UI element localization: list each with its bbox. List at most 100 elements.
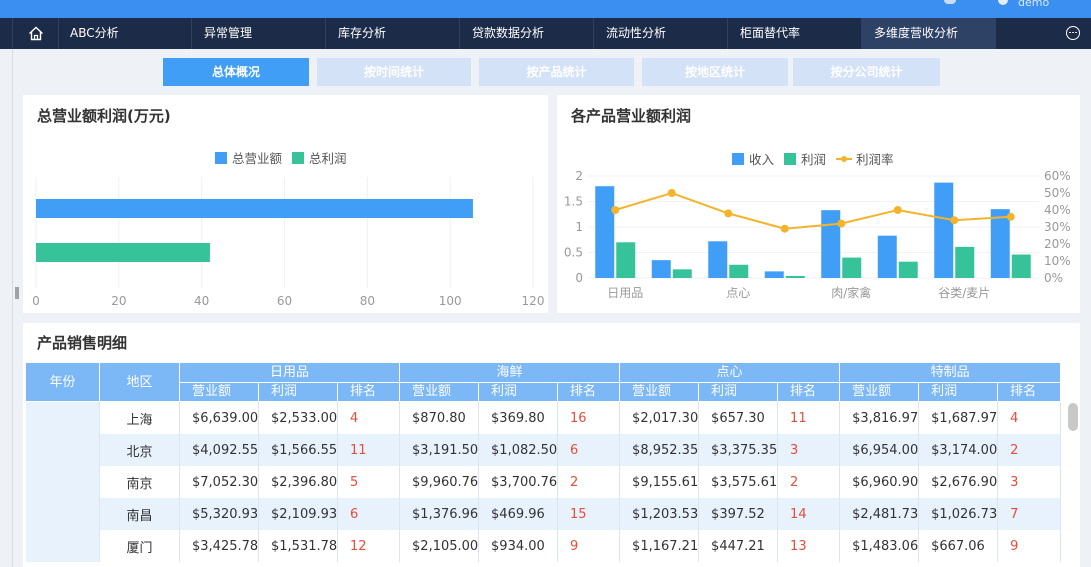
margin-point[interactable] bbox=[837, 219, 846, 228]
y2-tick-label: 10% bbox=[1044, 254, 1071, 268]
rank-cell: 7 bbox=[997, 498, 1062, 530]
header-subcol[interactable]: 利润 bbox=[478, 381, 559, 402]
revenue-cell: $6,960.90 bbox=[839, 466, 920, 498]
legend-item-profit[interactable]: 利润 bbox=[784, 149, 826, 168]
profit-cell: $1,531.78 bbox=[258, 530, 338, 562]
subtab-2[interactable]: 按产品统计 bbox=[479, 58, 634, 86]
header-subcol[interactable]: 排名 bbox=[557, 381, 621, 402]
rank-cell: 9 bbox=[557, 530, 621, 562]
income-bar[interactable] bbox=[934, 182, 954, 278]
margin-point[interactable] bbox=[780, 224, 789, 233]
table-row[interactable]: 南昌 $5,320.93 $2,109.93 6 $1,376.96 $469.96 15 $… bbox=[26, 498, 1062, 530]
rank-cell: 9 bbox=[997, 530, 1062, 562]
income-bar[interactable] bbox=[708, 241, 728, 278]
drag-handle-icon[interactable] bbox=[15, 287, 19, 299]
income-bar[interactable] bbox=[651, 260, 671, 278]
profit-bar[interactable] bbox=[898, 261, 918, 278]
legend-label: 收入 bbox=[749, 152, 775, 167]
revenue-cell: $5,320.93 bbox=[179, 498, 259, 530]
profit-bar[interactable] bbox=[616, 242, 636, 278]
profit-bar[interactable] bbox=[729, 264, 749, 278]
subtab-1[interactable]: 按时间统计 bbox=[317, 58, 471, 86]
user-menu[interactable]: demo bbox=[998, 0, 1049, 8]
rank-cell: 5 bbox=[337, 466, 401, 498]
subtab-0[interactable]: 总体概况 bbox=[163, 58, 309, 86]
header-region: 地区 bbox=[99, 362, 180, 402]
header-group: 点心 bbox=[619, 362, 841, 383]
header-group: 海鲜 bbox=[399, 362, 621, 383]
income-bar[interactable] bbox=[877, 235, 897, 278]
y2-tick-label: 30% bbox=[1044, 220, 1071, 234]
x-tick-label: 100 bbox=[439, 294, 462, 308]
margin-point[interactable] bbox=[724, 209, 733, 218]
profit-bar[interactable] bbox=[672, 269, 692, 278]
y2-tick-label: 40% bbox=[1044, 203, 1071, 217]
table-row[interactable]: 北京 $4,092.55 $1,566.55 11 $3,191.50 $1,082.50… bbox=[26, 434, 1062, 466]
header-subcol[interactable]: 营业额 bbox=[619, 381, 700, 402]
panel-title: 各产品营业额利润 bbox=[571, 107, 692, 125]
y2-tick-label: 20% bbox=[1044, 237, 1071, 251]
margin-point[interactable] bbox=[950, 216, 959, 225]
profit-cell: $1,566.55 bbox=[258, 434, 338, 466]
income-bar[interactable] bbox=[821, 210, 841, 278]
nav-tab-0[interactable]: ABC分析 bbox=[58, 18, 192, 49]
header-subcol[interactable]: 利润 bbox=[258, 381, 338, 402]
subtab-3[interactable]: 按地区统计 bbox=[642, 58, 788, 86]
table-scrollbar[interactable] bbox=[1068, 403, 1078, 431]
income-bar[interactable] bbox=[990, 209, 1010, 278]
sales-table: 年份 地区 日用品 海鲜 点心 特制品 营业额 利润 排名 营业额 利润 排名 营业额 利润 排名 营业额 利润… bbox=[25, 362, 1062, 562]
revenue-cell: $6,639.00 bbox=[179, 401, 259, 434]
legend-item-income[interactable]: 收入 bbox=[732, 149, 774, 168]
profit-bar[interactable] bbox=[955, 246, 975, 278]
margin-point[interactable] bbox=[667, 189, 676, 197]
year-cell bbox=[25, 401, 100, 562]
profit-cell: $2,396.80 bbox=[258, 466, 338, 498]
income-bar[interactable] bbox=[764, 271, 784, 278]
nav-tab-3[interactable]: 贷款数据分析 bbox=[460, 18, 594, 49]
rank-cell: 2 bbox=[557, 466, 621, 498]
header-subcol[interactable]: 排名 bbox=[997, 381, 1062, 402]
rank-cell: 16 bbox=[557, 401, 621, 434]
header-subcol[interactable]: 营业额 bbox=[179, 381, 259, 402]
legend-item-profit[interactable]: 总利润 bbox=[292, 148, 347, 167]
y-tick-label: 1 bbox=[575, 220, 583, 234]
header-subcol[interactable]: 排名 bbox=[777, 381, 841, 402]
y2-tick-label: 60% bbox=[1044, 169, 1071, 183]
revenue-cell: $870.80 bbox=[399, 401, 480, 434]
x-tick-label: 肉/家禽 bbox=[831, 285, 871, 300]
bar-total-profit[interactable] bbox=[36, 243, 210, 262]
bell-icon[interactable] bbox=[944, 0, 956, 4]
bar-total-revenue[interactable] bbox=[36, 199, 473, 218]
legend-label: 利润率 bbox=[856, 152, 894, 167]
home-button[interactable] bbox=[12, 18, 59, 49]
header-subcol[interactable]: 利润 bbox=[698, 381, 779, 402]
header-subcol[interactable]: 营业额 bbox=[839, 381, 920, 402]
profit-bar[interactable] bbox=[842, 257, 862, 278]
combo-bar-line-chart: 00.511.520%10%20%30%40%50%60%日用品 点心 肉/家禽 谷类… bbox=[564, 169, 1071, 300]
more-options-icon[interactable] bbox=[1066, 26, 1080, 40]
nav-tab-4[interactable]: 流动性分析 bbox=[594, 18, 728, 49]
x-tick-label: 日用品 bbox=[607, 286, 643, 300]
legend-item-revenue[interactable]: 总营业额 bbox=[215, 148, 282, 167]
header-subcol[interactable]: 营业额 bbox=[399, 381, 480, 402]
nav-tab-1[interactable]: 异常管理 bbox=[192, 18, 326, 49]
x-tick-label: 120 bbox=[522, 294, 545, 308]
profit-bar[interactable] bbox=[785, 275, 805, 278]
margin-point[interactable] bbox=[611, 206, 620, 214]
legend-item-margin[interactable]: 利润率 bbox=[836, 149, 894, 168]
nav-tab-6[interactable]: 多维度营收分析 bbox=[862, 18, 996, 49]
revenue-cell: $2,105.00 bbox=[399, 530, 480, 562]
table-row[interactable]: 南京 $7,052.30 $2,396.80 5 $9,960.76 $3,700.76 2… bbox=[26, 466, 1062, 498]
profit-bar[interactable] bbox=[1011, 254, 1031, 278]
nav-tab-5[interactable]: 柜面替代率 bbox=[728, 18, 862, 49]
rank-cell: 14 bbox=[777, 498, 841, 530]
table-row[interactable]: 厦门 $3,425.78 $1,531.78 12 $2,105.00 $934.00 9 $… bbox=[26, 530, 1062, 562]
margin-point[interactable] bbox=[893, 206, 902, 214]
nav-tab-2[interactable]: 库存分析 bbox=[326, 18, 460, 49]
header-subcol[interactable]: 利润 bbox=[918, 381, 999, 402]
margin-point[interactable] bbox=[1006, 212, 1015, 221]
subtab-4[interactable]: 按分公司统计 bbox=[793, 58, 940, 86]
table-row[interactable]: 上海 $6,639.00 $2,533.00 4 $870.80 $369.80 16 $2,… bbox=[25, 401, 1062, 562]
income-bar[interactable] bbox=[595, 186, 615, 278]
header-subcol[interactable]: 排名 bbox=[336, 381, 401, 402]
